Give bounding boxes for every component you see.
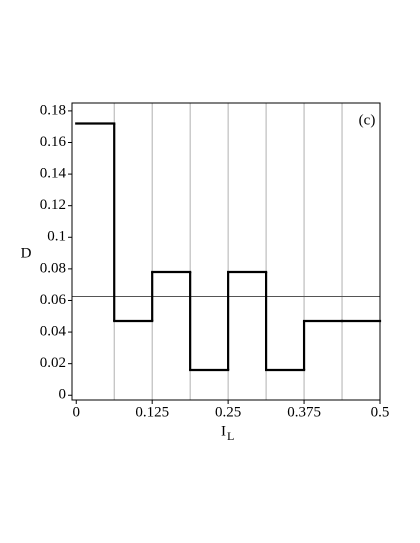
y-tick-label: 0.06 (40, 292, 67, 308)
y-axis-label: D (21, 245, 32, 261)
x-tick-label: 0.5 (371, 404, 390, 420)
annotation: (c) (359, 112, 376, 128)
plot-frame (71, 102, 381, 401)
y-tick-label: 0.14 (40, 166, 67, 182)
y-tick-label: 0.04 (40, 324, 67, 340)
y-tick-label: 0.18 (40, 102, 66, 118)
x-tick-label: 0.125 (135, 404, 169, 420)
x-tick-label: 0.25 (215, 404, 241, 420)
y-tick-label: 0 (59, 387, 67, 403)
y-tick-label: 0.1 (47, 229, 66, 245)
x-axis-label: I (221, 423, 226, 439)
y-tick-label: 0.02 (40, 355, 66, 371)
y-tick-label: 0.12 (40, 197, 66, 213)
x-tick-label: 0.375 (287, 404, 321, 420)
x-tick-label: 0 (73, 404, 81, 420)
x-axis-label-subscript: L (227, 429, 234, 443)
y-tick-label: 0.16 (40, 134, 67, 150)
y-tick-label: 0.08 (40, 260, 66, 276)
